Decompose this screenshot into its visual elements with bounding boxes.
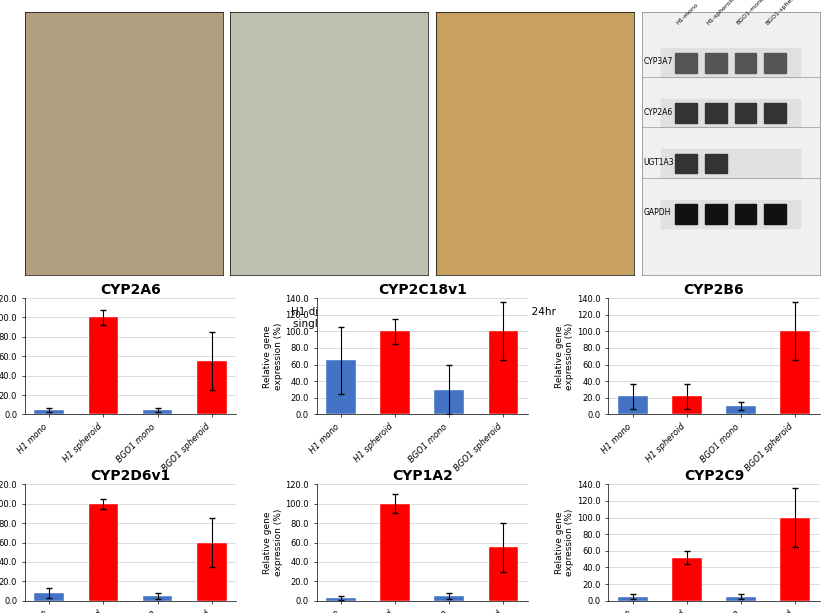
- Text: H1 dissociated
single cell 0hr: H1 dissociated single cell 0hr: [290, 307, 367, 329]
- Bar: [142, 596, 172, 601]
- Y-axis label: Relative gene
expression (%): Relative gene expression (%): [263, 509, 282, 576]
- Bar: [734, 103, 756, 123]
- Bar: [763, 103, 785, 123]
- Bar: [734, 204, 756, 224]
- Bar: [434, 389, 464, 414]
- Text: H1-mono: H1-mono: [675, 2, 699, 26]
- Bar: [763, 53, 785, 72]
- Bar: [704, 103, 726, 123]
- Bar: [763, 204, 785, 224]
- Bar: [617, 396, 647, 414]
- Y-axis label: Relative gene
expression (%): Relative gene expression (%): [554, 509, 574, 576]
- Text: A: A: [25, 20, 40, 39]
- Text: GAPDH: GAPDH: [643, 208, 670, 218]
- Bar: [35, 593, 65, 601]
- Bar: [704, 154, 726, 173]
- Bar: [488, 332, 518, 414]
- Title: CYP2A6: CYP2A6: [100, 283, 160, 297]
- Bar: [779, 517, 809, 601]
- Text: H1 hepatocytes: H1 hepatocytes: [83, 307, 165, 317]
- Bar: [734, 53, 756, 72]
- Bar: [142, 409, 172, 414]
- Bar: [197, 361, 227, 414]
- Text: BGO1-mono: BGO1-mono: [734, 0, 764, 26]
- Bar: [672, 557, 701, 601]
- Bar: [88, 504, 118, 601]
- Bar: [675, 103, 696, 123]
- Title: CYP2D6v1: CYP2D6v1: [90, 469, 170, 483]
- Bar: [661, 48, 799, 77]
- Bar: [675, 53, 696, 72]
- Title: CYP2C18v1: CYP2C18v1: [377, 283, 466, 297]
- Text: B: B: [25, 298, 40, 317]
- Text: CYP2A6: CYP2A6: [643, 107, 672, 116]
- Title: CYP2B6: CYP2B6: [683, 283, 743, 297]
- Bar: [675, 204, 696, 224]
- Bar: [661, 200, 799, 228]
- Bar: [380, 504, 409, 601]
- Bar: [488, 547, 518, 601]
- Bar: [35, 409, 65, 414]
- Bar: [661, 99, 799, 128]
- Title: CYP1A2: CYP1A2: [391, 469, 452, 483]
- Text: BGO1-spheroid: BGO1-spheroid: [764, 0, 801, 26]
- Bar: [197, 543, 227, 601]
- Bar: [672, 396, 701, 414]
- Bar: [725, 406, 755, 414]
- Bar: [88, 318, 118, 414]
- Bar: [661, 150, 799, 178]
- Y-axis label: Relative gene
expression (%): Relative gene expression (%): [554, 322, 574, 390]
- Bar: [326, 360, 356, 414]
- Bar: [434, 596, 464, 601]
- Bar: [675, 154, 696, 173]
- Y-axis label: Relative gene
expression (%): Relative gene expression (%): [263, 322, 282, 390]
- Bar: [326, 598, 356, 601]
- Bar: [725, 596, 755, 601]
- Text: H1 24hr: H1 24hr: [514, 307, 555, 317]
- Text: UGT1A3: UGT1A3: [643, 158, 673, 167]
- Bar: [380, 332, 409, 414]
- Bar: [704, 53, 726, 72]
- Title: CYP2C9: CYP2C9: [683, 469, 743, 483]
- Bar: [617, 596, 647, 601]
- Text: CYP3A7: CYP3A7: [643, 57, 672, 66]
- Bar: [704, 204, 726, 224]
- Text: H1-spheroid: H1-spheroid: [705, 0, 735, 26]
- Bar: [779, 332, 809, 414]
